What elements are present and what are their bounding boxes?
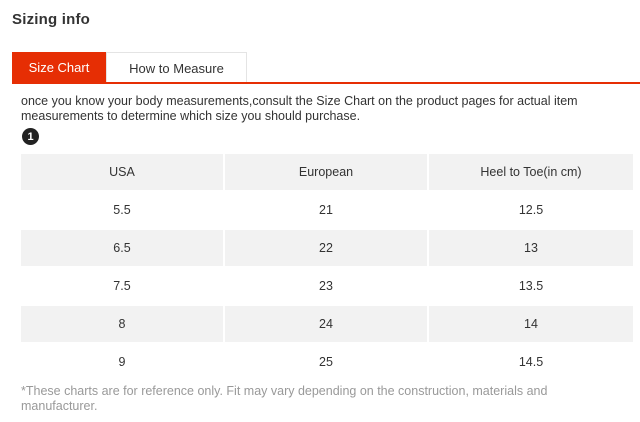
header-heel-to-toe: Heel to Toe(in cm) [429, 154, 633, 190]
intro-text: once you know your body measurements,con… [21, 94, 578, 123]
table-header-row: USA European Heel to Toe(in cm) [21, 154, 633, 192]
cell-usa: 5.5 [113, 203, 131, 217]
table-row: 7.5 23 13.5 [21, 268, 633, 306]
cell-usa: 6.5 [21, 230, 223, 266]
cell-heel-to-toe: 14 [429, 306, 633, 342]
table-row: 5.5 21 12.5 [21, 192, 633, 230]
tab-bar: Size Chart How to Measure [12, 52, 640, 84]
table-row: 9 25 14.5 [21, 344, 633, 382]
table-row: 8 24 14 [21, 306, 633, 344]
cell-european: 22 [225, 230, 427, 266]
tab-size-chart[interactable]: Size Chart [12, 52, 106, 83]
header-usa: USA [21, 154, 223, 190]
cell-european: 24 [225, 306, 427, 342]
cell-heel-to-toe: 14.5 [518, 355, 544, 369]
cell-usa: 7.5 [113, 279, 131, 293]
cell-european: 23 [319, 279, 333, 293]
header-european: European [225, 154, 427, 190]
disclaimer-note: *These charts are for reference only. Fi… [21, 384, 548, 413]
cell-usa: 8 [21, 306, 223, 342]
step-number-badge: 1 [22, 128, 39, 145]
cell-heel-to-toe: 13 [429, 230, 633, 266]
page-title: Sizing info [12, 11, 91, 28]
size-chart-table: USA European Heel to Toe(in cm) 5.5 21 1… [21, 154, 633, 382]
table-row: 6.5 22 13 [21, 230, 633, 268]
cell-european: 25 [319, 355, 333, 369]
cell-european: 21 [319, 203, 333, 217]
tab-how-to-measure[interactable]: How to Measure [106, 52, 247, 83]
cell-usa: 9 [118, 355, 126, 369]
tab-underline [12, 82, 640, 84]
cell-heel-to-toe: 13.5 [518, 279, 544, 293]
cell-heel-to-toe: 12.5 [518, 203, 544, 217]
